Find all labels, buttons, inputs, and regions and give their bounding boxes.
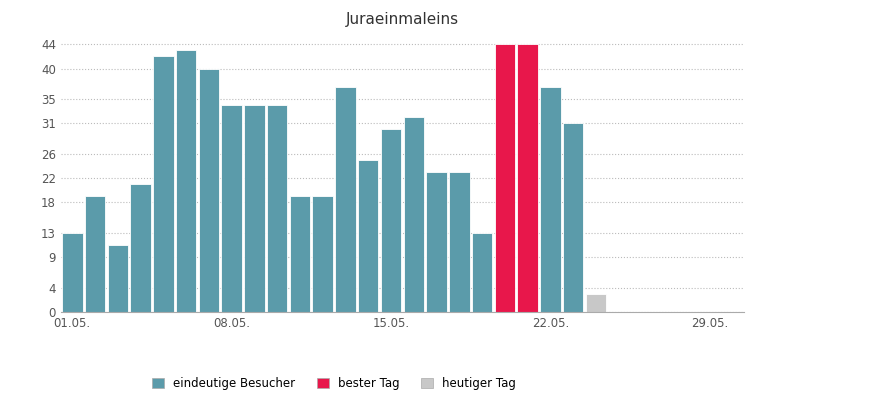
- Bar: [426, 172, 447, 312]
- Bar: [357, 160, 378, 312]
- Bar: [585, 294, 606, 312]
- Bar: [62, 233, 83, 312]
- Bar: [176, 50, 196, 312]
- Bar: [517, 44, 537, 312]
- Bar: [471, 233, 492, 312]
- Bar: [153, 56, 174, 312]
- Bar: [289, 196, 310, 312]
- Bar: [130, 184, 150, 312]
- Bar: [562, 123, 583, 312]
- Bar: [84, 196, 105, 312]
- Bar: [381, 129, 401, 312]
- Bar: [335, 87, 355, 312]
- Bar: [244, 105, 264, 312]
- Bar: [312, 196, 333, 312]
- Title: Juraeinmaleins: Juraeinmaleins: [345, 12, 459, 27]
- Bar: [108, 245, 128, 312]
- Bar: [448, 172, 469, 312]
- Bar: [198, 68, 219, 312]
- Bar: [403, 117, 423, 312]
- Bar: [221, 105, 242, 312]
- Legend: eindeutige Besucher, bester Tag, heutiger Tag: eindeutige Besucher, bester Tag, heutige…: [152, 377, 515, 390]
- Bar: [494, 44, 514, 312]
- Bar: [267, 105, 287, 312]
- Bar: [540, 87, 560, 312]
